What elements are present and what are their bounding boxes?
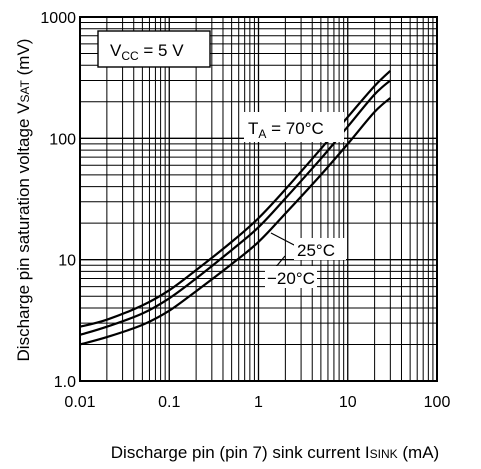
condition-label: VCC = 5 V bbox=[110, 41, 184, 63]
series-label-minus20c: −20°C bbox=[267, 269, 315, 288]
x-tick-label: 10 bbox=[339, 394, 357, 411]
series-label-bg-70 bbox=[244, 112, 344, 142]
y-tick-label: 10 bbox=[58, 253, 76, 270]
leader-line-25c bbox=[270, 232, 297, 247]
series-label-25c: 25°C bbox=[297, 241, 335, 260]
y-tick-label: 1000 bbox=[40, 10, 76, 27]
chart-grid bbox=[80, 17, 437, 381]
series-label-bg-25 bbox=[294, 238, 346, 260]
x-tick-label: 1 bbox=[254, 394, 263, 411]
series-line-0 bbox=[79, 70, 392, 328]
y-tick-label: 1.0 bbox=[54, 374, 76, 391]
series-line-2 bbox=[79, 97, 392, 346]
x-tick-label: 0.1 bbox=[158, 394, 180, 411]
series-label-bg-m20 bbox=[265, 266, 317, 288]
series-line-1 bbox=[79, 79, 392, 336]
x-tick-label: 0.01 bbox=[64, 394, 95, 411]
y-tick-label: 100 bbox=[49, 131, 76, 148]
chart-curves bbox=[79, 70, 392, 346]
tick-labels: 0.01 0.1 1 10 100 1.0 10 100 1000 bbox=[40, 10, 450, 411]
condition-box bbox=[97, 30, 211, 68]
x-tick-label: 100 bbox=[424, 394, 451, 411]
y-axis-label: Discharge pin saturation voltage VSAT (m… bbox=[14, 39, 33, 362]
plot-frame bbox=[79, 16, 438, 382]
series-label-70c: TA = 70°C bbox=[248, 119, 324, 141]
x-axis-label: Discharge pin (pin 7) sink current ISINK… bbox=[111, 443, 439, 462]
